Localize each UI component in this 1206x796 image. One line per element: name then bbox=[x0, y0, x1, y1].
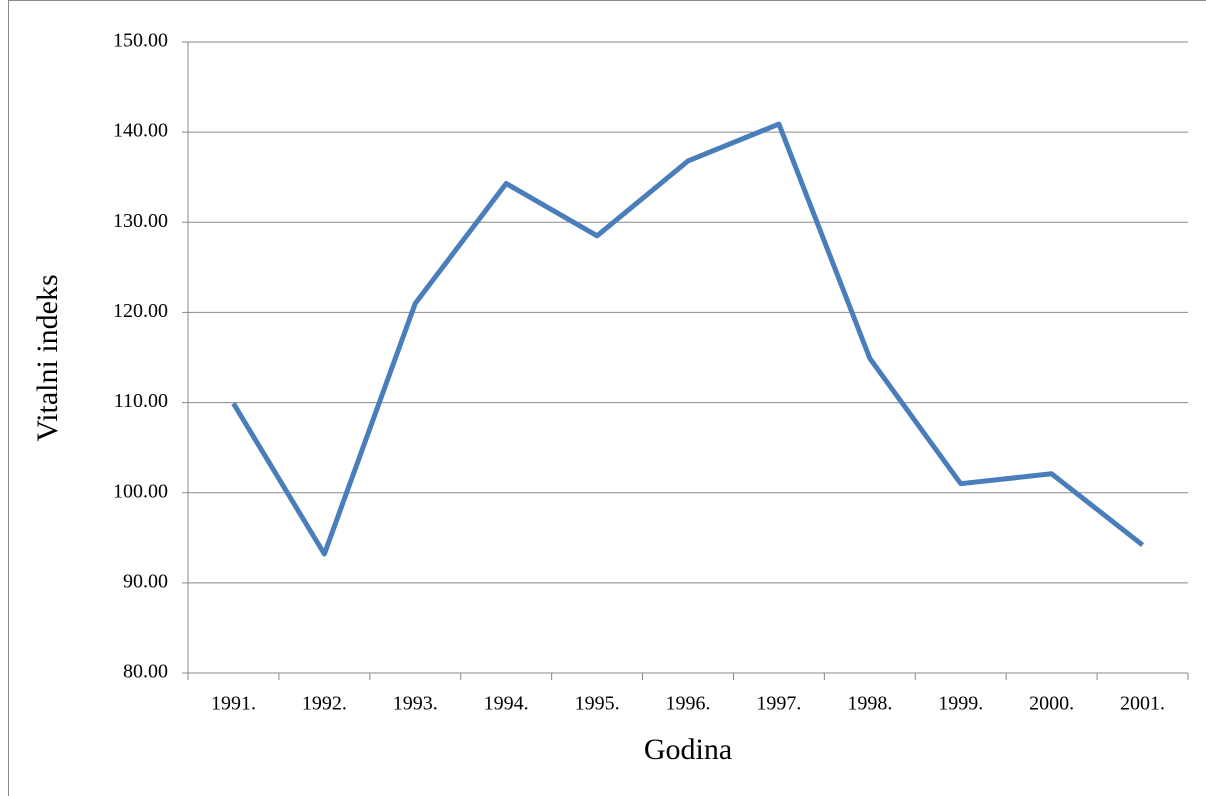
x-axis-title: Godina bbox=[644, 733, 732, 766]
x-tick-label: 2000. bbox=[1029, 693, 1074, 715]
y-tick-label: 150.00 bbox=[113, 30, 168, 52]
y-tick-label: 90.00 bbox=[123, 570, 168, 592]
x-tick-label: 1998. bbox=[847, 693, 892, 715]
y-tick-label: 140.00 bbox=[113, 120, 168, 142]
y-axis-title: Vitalni indeks bbox=[31, 274, 64, 441]
chart-frame bbox=[8, 0, 1206, 796]
x-tick-label: 1991. bbox=[211, 693, 256, 715]
x-tick-label: 1997. bbox=[756, 693, 801, 715]
x-tick-label: 2001. bbox=[1120, 693, 1165, 715]
x-tick-label: 1993. bbox=[393, 693, 438, 715]
x-tick-label: 1995. bbox=[575, 693, 620, 715]
y-tick-label: 130.00 bbox=[113, 210, 168, 232]
y-tick-label: 100.00 bbox=[113, 480, 168, 502]
x-tick-label: 1999. bbox=[938, 693, 983, 715]
y-tick-label: 80.00 bbox=[123, 661, 168, 683]
x-tick-label: 1992. bbox=[302, 693, 347, 715]
y-tick-label: 120.00 bbox=[113, 300, 168, 322]
data-line bbox=[231, 121, 1145, 557]
y-tick-label: 110.00 bbox=[114, 390, 168, 412]
x-tick-label: 1994. bbox=[484, 693, 529, 715]
x-tick-label: 1996. bbox=[666, 693, 711, 715]
